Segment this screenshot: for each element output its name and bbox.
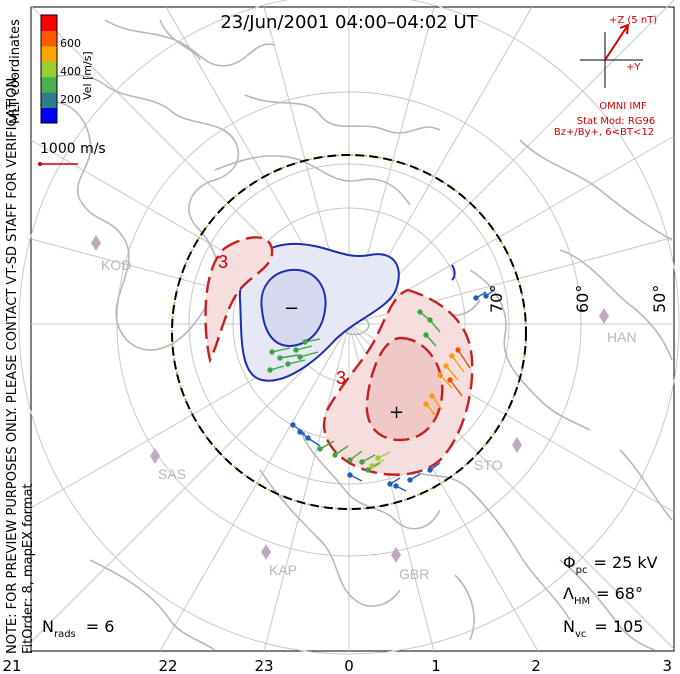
nvc-stat: Nvc = 105 xyxy=(563,617,643,640)
reference-vector-label: 1000 m/s xyxy=(40,141,106,157)
contour-label-3a: 3 xyxy=(218,252,228,272)
station-label-han: HAN xyxy=(607,329,637,345)
imf-z-label: +Z (5 nT) xyxy=(609,15,657,26)
dusk-positive-contour xyxy=(204,236,274,364)
scale-segment xyxy=(41,107,57,124)
station-label-sas: SAS xyxy=(158,466,186,482)
lambda-hm-stat: ΛHM = 68° xyxy=(563,584,643,607)
scale-segment xyxy=(41,15,57,31)
scale-segment xyxy=(41,30,57,47)
mlt-label-2: 2 xyxy=(531,657,541,674)
station-label-kap: KAP xyxy=(269,562,297,578)
coordinates-label: MLT coordinates xyxy=(8,19,23,124)
hmb-boundary-green xyxy=(171,154,527,510)
latitude-label-70: 70° xyxy=(487,285,506,313)
latitude-label-50: 50° xyxy=(650,285,669,313)
reference-vector: 1000 m/s xyxy=(38,141,106,166)
positive-cell-marker: + xyxy=(389,402,404,423)
negative-cell-inner xyxy=(260,268,327,348)
mlt-label-22: 22 xyxy=(158,657,177,674)
plot-frame xyxy=(30,6,675,652)
velocity-colour-scale: 200 400 600 Vel [m/s] xyxy=(40,14,94,124)
imf-model: Stat Mod: RG96 xyxy=(577,116,656,127)
mlt-label-23: 23 xyxy=(254,657,273,674)
positive-cell-inner xyxy=(365,336,444,442)
velocity-vectors xyxy=(267,289,495,492)
scale-tick-200: 200 xyxy=(60,93,81,106)
nrads-stat: Nrads = 6 xyxy=(42,617,114,640)
mlt-label-3: 3 xyxy=(662,657,672,674)
scale-title: Vel [m/s] xyxy=(81,51,94,100)
small-negative-contour xyxy=(451,264,456,281)
mlt-label-0: 0 xyxy=(344,657,354,674)
mlt-label-1: 1 xyxy=(431,657,441,674)
imf-condition: Bz+/By+, 6<BT<12 xyxy=(554,127,654,138)
hmb-boundary xyxy=(171,154,527,510)
contour-label-3b: 3 xyxy=(336,368,346,388)
station-markers xyxy=(91,235,609,563)
scale-segment xyxy=(41,61,57,78)
mlt-label-21: 21 xyxy=(2,657,21,674)
scale-tick-600: 600 xyxy=(60,37,81,50)
negative-cell-marker: − xyxy=(284,298,299,319)
preview-watermark: NOTE: FOR PREVIEW PURPOSES ONLY. PLEASE … xyxy=(5,74,20,654)
scale-segment xyxy=(41,76,57,93)
phi-pc-stat: Φpc = 25 kV xyxy=(563,553,658,576)
latitude-label-60: 60° xyxy=(573,285,592,313)
station-label-sto: STO xyxy=(474,457,503,473)
scale-segment xyxy=(41,45,57,62)
fit-order-label: FitOrder: 8, mapEX format xyxy=(21,483,36,654)
imf-source: OMNI IMF xyxy=(599,101,647,112)
station-label-kod: KOD xyxy=(101,257,131,273)
imf-y-label: +Y xyxy=(626,62,641,73)
map-title: 23/Jun/2001 04:00–04:02 UT xyxy=(220,12,478,33)
imf-dial: +Z (5 nT) +Y OMNI IMF Stat Mod: RG96 Bz+… xyxy=(554,15,657,138)
scale-tick-400: 400 xyxy=(60,65,81,78)
scale-segment xyxy=(41,92,57,109)
station-label-gbr: GBR xyxy=(399,566,429,582)
potential-stats: Φpc = 25 kV ΛHM = 68° Nvc = 105 Nrads = 6 xyxy=(42,553,658,640)
